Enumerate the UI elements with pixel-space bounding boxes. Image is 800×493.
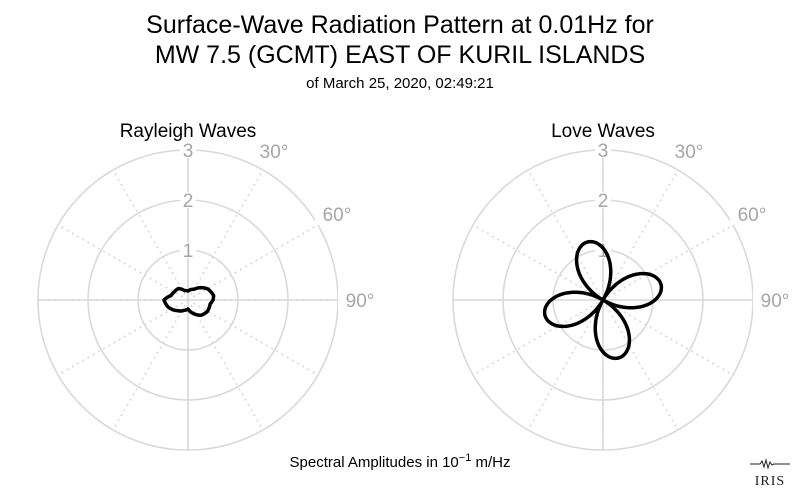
radial-tick-label: 3	[598, 141, 609, 162]
caption-exponent: −1	[458, 452, 472, 464]
logo-text: IRIS	[755, 474, 785, 488]
radial-tick-label: 3	[183, 141, 194, 162]
radial-tick-label: 1	[598, 241, 609, 262]
angle-label-bg	[753, 289, 797, 311]
radial-label-bg	[595, 192, 611, 208]
radial-label-bg	[180, 142, 196, 158]
radial-label-bg	[180, 242, 196, 258]
spoke-gridline	[187, 299, 319, 376]
spoke-gridline	[602, 299, 679, 431]
radiation-curve	[162, 285, 216, 318]
angle-tick-label: 90°	[761, 291, 790, 312]
angle-label-bg	[314, 203, 359, 225]
radial-tick-label: 2	[598, 191, 609, 212]
polar-panel-1: Rayleigh Waves 1 2 3 30° 60° 90°	[37, 121, 382, 451]
iris-logo: IRIS	[750, 458, 790, 488]
spoke-gridline	[602, 169, 679, 301]
spoke-gridline	[602, 224, 734, 301]
chart-title-line-2: MW 7.5 (GCMT) EAST OF KURIL ISLANDS	[154, 41, 646, 69]
spoke-gridline	[112, 169, 189, 301]
spoke-gridline	[112, 299, 189, 431]
spoke-gridline	[57, 224, 189, 301]
angle-label-bg	[338, 289, 382, 311]
angle-tick-label: 60°	[323, 205, 352, 226]
angle-tick-label: 90°	[346, 291, 375, 312]
spoke-gridline	[472, 299, 604, 376]
amplitude-caption: Spectral Amplitudes in 10−1 m/Hz	[0, 452, 800, 471]
polar-panel-2: Love Waves 1 2 3 30° 60° 90°	[452, 121, 797, 451]
panel-title: Rayleigh Waves	[120, 121, 257, 142]
caption-prefix: Spectral Amplitudes in 10	[289, 454, 459, 471]
radiation-curve	[542, 239, 664, 361]
chart-subtitle: of March 25, 2020, 02:49:21	[306, 75, 494, 92]
angle-tick-label: 60°	[738, 205, 767, 226]
spoke-gridline	[187, 224, 319, 301]
panel-title: Love Waves	[551, 121, 655, 142]
seismogram-trace	[750, 458, 790, 470]
radial-tick-label: 1	[183, 241, 194, 262]
caption-suffix: m/Hz	[471, 454, 511, 471]
radial-tick-label: 2	[183, 191, 194, 212]
angle-label-bg	[667, 140, 711, 163]
spoke-gridline	[472, 224, 604, 301]
spoke-gridline	[187, 169, 264, 301]
spoke-gridline	[527, 299, 604, 431]
angle-tick-label: 30°	[675, 142, 704, 163]
radial-label-bg	[180, 192, 196, 208]
spoke-gridline	[57, 299, 189, 376]
angle-label-bg	[729, 203, 774, 225]
chart-title-line-1: Surface-Wave Radiation Pattern at 0.01Hz…	[146, 11, 654, 39]
spoke-gridline	[602, 299, 734, 376]
angle-tick-label: 30°	[260, 142, 289, 163]
radial-label-bg	[595, 142, 611, 158]
spoke-gridline	[527, 169, 604, 301]
angle-label-bg	[252, 140, 296, 163]
spoke-gridline	[187, 299, 264, 431]
